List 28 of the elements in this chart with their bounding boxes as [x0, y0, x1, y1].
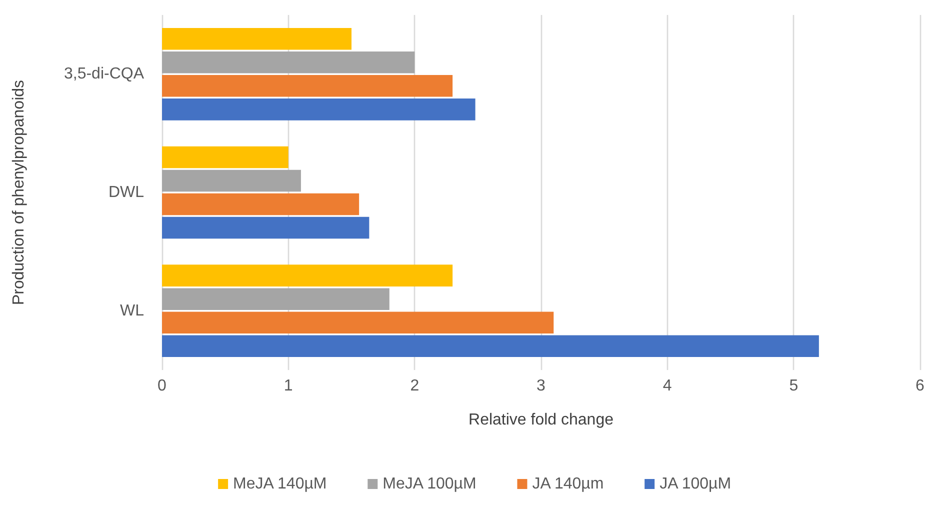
bar: [162, 28, 352, 50]
y-axis-title: Production of phenylpropanoids: [10, 80, 28, 306]
bar: [162, 52, 415, 74]
x-tick-label: 5: [789, 378, 798, 394]
x-tick-label: 4: [662, 378, 672, 394]
x-axis-title: Relative fold change: [468, 412, 614, 428]
bar: [162, 75, 453, 97]
bar: [162, 193, 360, 216]
x-tick-label: 2: [410, 378, 420, 394]
x-tick-label: 3: [536, 378, 546, 394]
legend-label: JA 100µM: [660, 476, 732, 492]
x-tick-label: 6: [916, 378, 925, 394]
bar: [162, 216, 370, 239]
bar: [162, 146, 288, 168]
y-tick-label: DWL: [108, 184, 144, 201]
legend-label: JA 140µm: [532, 476, 604, 492]
y-tick-label: WL: [120, 302, 144, 320]
bar: [162, 170, 301, 192]
bar: [162, 312, 554, 334]
y-tick-label: 3,5-di-CQA: [64, 66, 144, 83]
bar: [162, 335, 819, 357]
bar: [162, 264, 453, 286]
x-tick-label: 0: [158, 378, 167, 394]
bar: [162, 98, 476, 120]
x-tick-label: 1: [284, 378, 293, 394]
legend-label: MeJA 100µM: [382, 476, 476, 492]
bar: [162, 288, 390, 310]
legend-label: MeJA 140µM: [233, 476, 327, 492]
